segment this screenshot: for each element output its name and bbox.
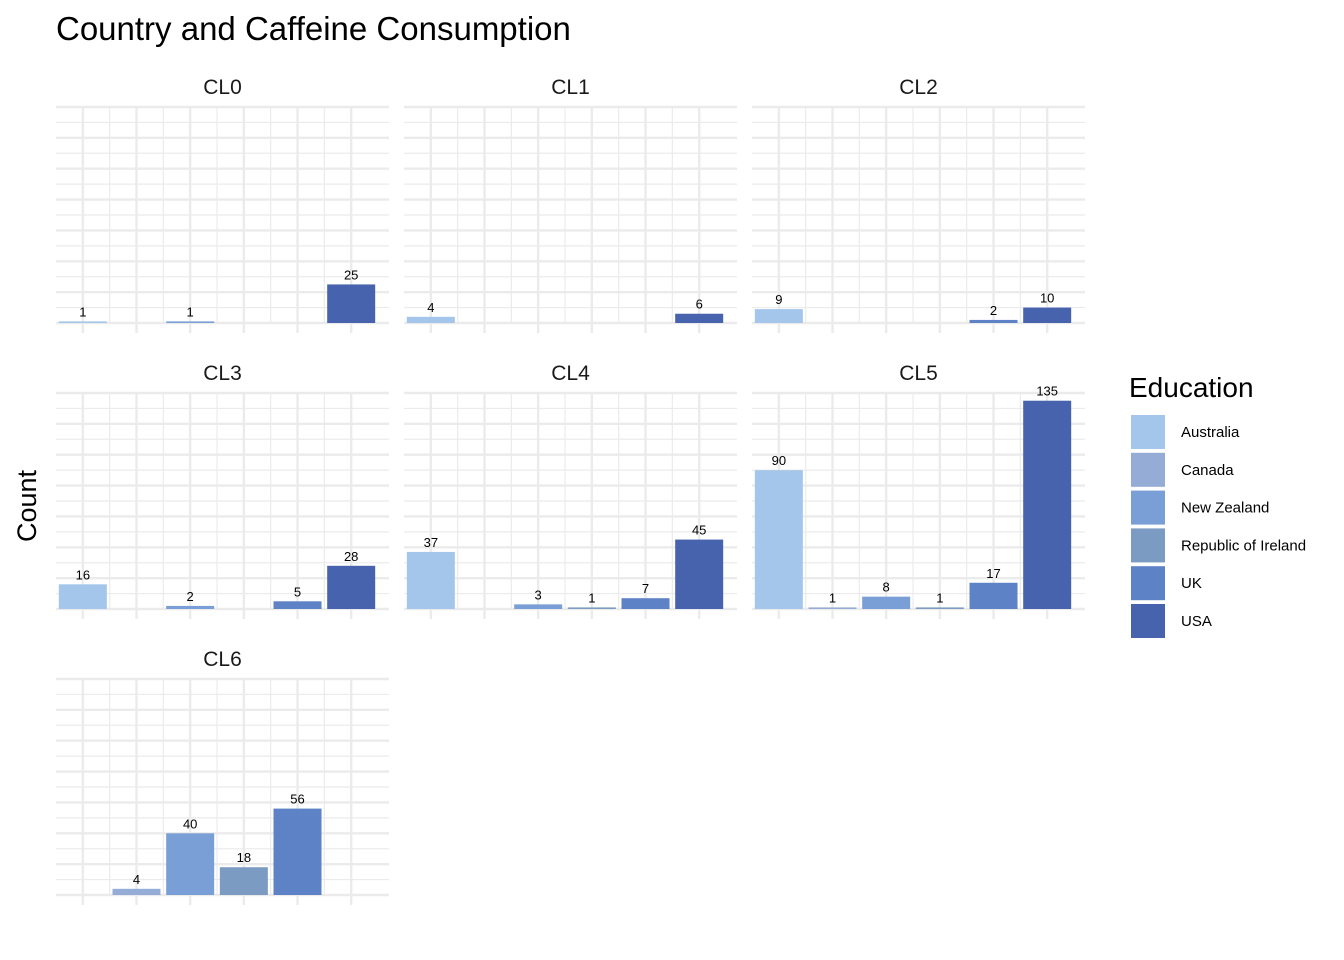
y-axis-label: Count <box>12 469 42 542</box>
panel-cl2: CL2 9 2 10 <box>752 76 1085 333</box>
bar-value-label: 1 <box>829 590 836 605</box>
bar-republic-of-ireland <box>219 867 268 895</box>
bar-value-label: 18 <box>237 850 251 865</box>
bar-value-label: 90 <box>772 453 786 468</box>
panel-strip-label: CL5 <box>899 362 938 385</box>
legend-swatch <box>1131 415 1165 449</box>
bar-usa <box>675 539 724 609</box>
bar-new-zealand <box>514 604 563 609</box>
bar-value-label: 9 <box>775 292 782 307</box>
bar-value-label: 8 <box>883 580 890 595</box>
legend-label: Canada <box>1181 462 1234 479</box>
panel-strip-label: CL2 <box>899 76 938 99</box>
legend-swatch <box>1131 528 1165 563</box>
bar-value-label: 37 <box>424 535 438 550</box>
bar-value-label: 4 <box>133 872 140 887</box>
legend-title: Education <box>1129 372 1254 403</box>
legend-item: Canada <box>1131 452 1234 487</box>
bar-value-label: 135 <box>1036 384 1058 399</box>
bar-australia <box>406 551 455 609</box>
bar-uk <box>621 598 670 609</box>
panel-cl0: CL0 1 1 25 <box>56 76 389 333</box>
panel-cl6: CL6 4 40 18 56 <box>56 648 389 905</box>
panel-strip-label: CL0 <box>203 76 242 99</box>
bar-value-label: 3 <box>535 587 542 602</box>
bar-usa <box>327 284 376 323</box>
panel-cl3: CL3 16 2 5 28 <box>56 362 389 619</box>
legend-item: Republic of Ireland <box>1131 528 1306 563</box>
bar-usa <box>327 565 376 609</box>
bar-canada <box>808 607 857 609</box>
bar-value-label: 1 <box>936 590 943 605</box>
bar-australia <box>754 470 803 609</box>
bar-value-label: 56 <box>290 792 304 807</box>
bar-uk <box>273 601 322 609</box>
legend-item: USA <box>1131 604 1212 638</box>
legend: Education Australia Canada New Zealand Repu… <box>1129 372 1306 638</box>
bar-uk <box>273 808 322 895</box>
bar-value-label: 10 <box>1040 291 1054 306</box>
bar-value-label: 1 <box>187 304 194 319</box>
bar-usa <box>1023 400 1072 609</box>
bar-value-label: 17 <box>986 566 1000 581</box>
bar-uk <box>969 582 1018 609</box>
panel-strip-label: CL6 <box>203 648 242 671</box>
panel-strip-label: CL4 <box>551 362 590 385</box>
bar-australia <box>406 316 455 323</box>
legend-swatch <box>1131 566 1165 601</box>
legend-swatch <box>1131 452 1165 487</box>
bar-new-zealand <box>166 605 215 609</box>
panel-strip-label: CL1 <box>551 76 590 99</box>
bar-value-label: 6 <box>696 297 703 312</box>
bar-value-label: 16 <box>76 567 90 582</box>
chart-title: Country and Caffeine Consumption <box>56 10 571 47</box>
bar-value-label: 2 <box>187 589 194 604</box>
legend-label: New Zealand <box>1181 500 1269 517</box>
bar-value-label: 28 <box>344 549 358 564</box>
panel-strip-label: CL3 <box>203 362 242 385</box>
bar-value-label: 1 <box>588 590 595 605</box>
legend-swatch <box>1131 604 1165 638</box>
bar-new-zealand <box>166 321 215 323</box>
bar-australia <box>754 309 803 323</box>
bar-value-label: 7 <box>642 581 649 596</box>
legend-label: Australia <box>1181 424 1240 441</box>
bar-new-zealand <box>862 596 911 609</box>
legend-swatch <box>1131 490 1165 525</box>
bar-new-zealand <box>166 833 215 895</box>
bar-australia <box>58 321 107 323</box>
legend-item: New Zealand <box>1131 490 1269 525</box>
bar-value-label: 25 <box>344 267 358 282</box>
bar-usa <box>1023 307 1072 323</box>
bar-republic-of-ireland <box>567 607 616 609</box>
bar-value-label: 4 <box>427 300 434 315</box>
bar-republic-of-ireland <box>915 607 964 609</box>
bar-value-label: 45 <box>692 523 706 538</box>
legend-label: UK <box>1181 575 1202 592</box>
panel-cl4: CL4 37 3 1 7 45 <box>404 362 737 619</box>
bar-value-label: 5 <box>294 584 301 599</box>
legend-label: USA <box>1181 613 1212 630</box>
bar-usa <box>675 313 724 323</box>
bar-canada <box>112 888 161 895</box>
bar-value-label: 2 <box>990 303 997 318</box>
legend-label: Republic of Ireland <box>1181 537 1306 554</box>
bar-australia <box>58 584 107 609</box>
bar-value-label: 40 <box>183 816 197 831</box>
bar-value-label: 1 <box>79 304 86 319</box>
panel-cl5: CL5 90 1 8 1 17 135 <box>752 362 1085 619</box>
legend-items: Australia Canada New Zealand Republic of Ir… <box>1131 415 1306 638</box>
legend-item: UK <box>1131 566 1202 601</box>
panel-cl1: CL1 4 6 <box>404 76 737 333</box>
legend-item: Australia <box>1131 415 1240 449</box>
bar-uk <box>969 319 1018 323</box>
